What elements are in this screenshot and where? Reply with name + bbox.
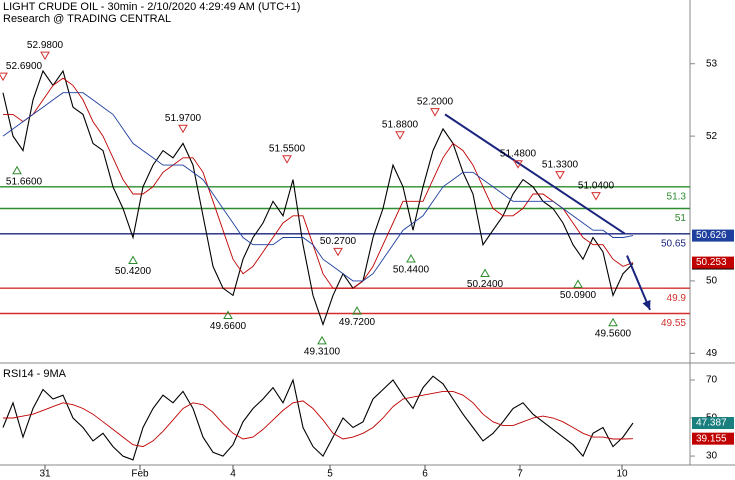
- rsi-title: RSI14 - 9MA: [3, 368, 67, 380]
- series-line: [2, 69, 634, 327]
- x-tick-label: 6: [422, 469, 428, 480]
- high-marker: [333, 247, 343, 257]
- last-value-box: [692, 417, 734, 430]
- annotation-label: 52.2000: [417, 96, 454, 107]
- low-marker: [128, 255, 138, 265]
- series-line: [2, 92, 634, 282]
- high-marker: [430, 108, 440, 117]
- annotation-label: 51.6600: [6, 176, 43, 187]
- last-value-label: 50.626: [696, 230, 727, 241]
- level-label: 51: [675, 213, 687, 224]
- annotation-label: 51.0400: [578, 180, 615, 191]
- forecast-arrow: [626, 255, 651, 311]
- annotation-label: 50.0900: [560, 290, 597, 301]
- high-marker: [40, 51, 50, 61]
- last-value-box: [692, 229, 734, 242]
- annotation-label: 52.9800: [27, 40, 64, 51]
- annotation-label: 51.9700: [165, 113, 202, 124]
- series-line: [3, 390, 634, 448]
- annotation-label: 50.4200: [115, 266, 152, 277]
- last-value-box: [692, 256, 734, 269]
- annotation-label: 52.6900: [6, 61, 43, 72]
- high-marker: [282, 155, 292, 164]
- y-tick-label: 70: [706, 375, 718, 386]
- chart-subtitle: Research @ TRADING CENTRAL: [3, 13, 171, 25]
- high-marker: [395, 131, 405, 140]
- high-marker: [513, 160, 523, 169]
- level-label: 49.55: [661, 318, 686, 329]
- x-tick-label: 31: [39, 469, 51, 480]
- y-tick-label: 52: [706, 131, 718, 142]
- chart-title: LIGHT CRUDE OIL - 30min - 2/10/2020 4:29…: [3, 1, 300, 13]
- low-marker: [12, 165, 22, 175]
- last-value-label: 39.155: [696, 433, 727, 444]
- annotation-label: 51.3300: [542, 159, 579, 170]
- last-value-label: 50.253: [696, 257, 727, 268]
- last-value-label: 47.387: [696, 418, 727, 429]
- annotation-label: 50.4400: [393, 265, 430, 276]
- annotation-label: 51.4800: [500, 148, 537, 159]
- level-label: 51.3: [667, 191, 687, 202]
- annotation-label: 50.2700: [320, 236, 357, 247]
- low-marker: [608, 317, 618, 327]
- annotation-label: 49.5600: [595, 328, 632, 339]
- high-marker: [555, 171, 565, 180]
- low-marker: [480, 268, 490, 278]
- arrow-head: [642, 299, 651, 310]
- high-marker: [591, 192, 601, 201]
- x-tick-label: Feb: [131, 469, 149, 480]
- x-tick-label: 10: [616, 469, 628, 480]
- low-marker: [352, 306, 362, 315]
- low-marker: [317, 335, 327, 345]
- y-tick-label: 49: [706, 348, 718, 359]
- low-marker: [573, 279, 583, 288]
- x-tick-label: 7: [517, 469, 523, 480]
- annotation-label: 50.2400: [467, 279, 504, 290]
- level-label: 50.65: [661, 238, 686, 249]
- low-marker: [406, 254, 416, 263]
- high-marker: [0, 72, 8, 82]
- high-marker: [178, 124, 188, 134]
- level-label: 49.9: [667, 293, 687, 304]
- trendline: [444, 113, 626, 235]
- annotation-label: 51.8800: [382, 119, 419, 130]
- series-line: [2, 375, 634, 461]
- y-tick-label: 30: [706, 451, 718, 462]
- annotation-label: 49.7200: [339, 317, 376, 328]
- annotation-label: 49.3100: [304, 347, 341, 358]
- low-marker: [223, 310, 233, 320]
- last-value-box: [692, 432, 734, 445]
- y-tick-label: 53: [706, 58, 718, 69]
- annotation-label: 49.6600: [210, 321, 247, 332]
- x-tick-label: 4: [230, 469, 236, 480]
- y-tick-label: 50: [706, 276, 718, 287]
- x-tick-label: 5: [327, 469, 333, 480]
- annotation-label: 51.5500: [269, 143, 306, 154]
